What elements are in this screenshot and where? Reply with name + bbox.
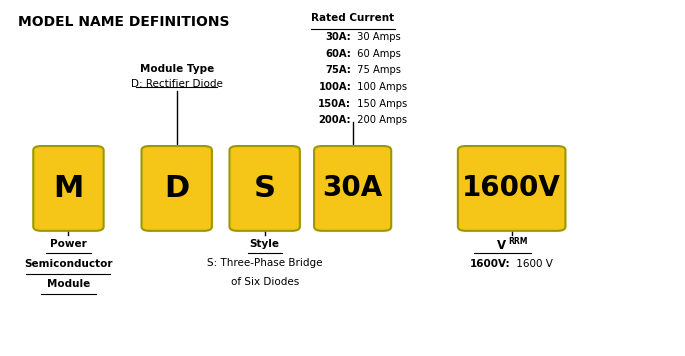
Text: Module: Module (47, 279, 90, 289)
Text: S: Three-Phase Bridge: S: Three-Phase Bridge (207, 258, 323, 268)
Text: 30A: 30A (323, 174, 383, 203)
Text: 1600V: 1600V (462, 174, 561, 203)
Text: Rated Current: Rated Current (311, 13, 394, 23)
Text: 30 Amps: 30 Amps (354, 32, 401, 42)
Text: 60 Amps: 60 Amps (354, 49, 401, 59)
Text: 1600 V: 1600 V (513, 259, 553, 269)
FancyBboxPatch shape (458, 146, 565, 231)
Text: 60A:: 60A: (325, 49, 351, 59)
FancyBboxPatch shape (142, 146, 212, 231)
Text: 75 Amps: 75 Amps (354, 66, 401, 75)
Text: 150A:: 150A: (319, 99, 351, 109)
Text: 75A:: 75A: (325, 66, 351, 75)
FancyBboxPatch shape (34, 146, 103, 231)
Text: Semiconductor: Semiconductor (24, 259, 113, 269)
Text: 200A:: 200A: (319, 115, 351, 125)
Text: D: Rectifier Diode: D: Rectifier Diode (131, 79, 223, 89)
Text: RRM: RRM (508, 237, 527, 246)
Text: M: M (53, 174, 84, 203)
Text: Style: Style (250, 239, 279, 249)
FancyBboxPatch shape (314, 146, 391, 231)
Text: Module Type: Module Type (140, 64, 214, 74)
Text: 30A:: 30A: (325, 32, 351, 42)
Text: 100 Amps: 100 Amps (354, 82, 407, 92)
Text: of Six Diodes: of Six Diodes (231, 277, 299, 287)
Text: D: D (164, 174, 189, 203)
Text: MODEL NAME DEFINITIONS: MODEL NAME DEFINITIONS (18, 15, 229, 28)
FancyBboxPatch shape (229, 146, 300, 231)
Text: 100A:: 100A: (319, 82, 351, 92)
Text: V: V (497, 239, 506, 252)
Text: Power: Power (50, 239, 87, 249)
Text: S: S (253, 174, 275, 203)
Text: 1600V:: 1600V: (470, 259, 510, 269)
Text: 200 Amps: 200 Amps (354, 115, 407, 125)
Text: 150 Amps: 150 Amps (354, 99, 408, 109)
